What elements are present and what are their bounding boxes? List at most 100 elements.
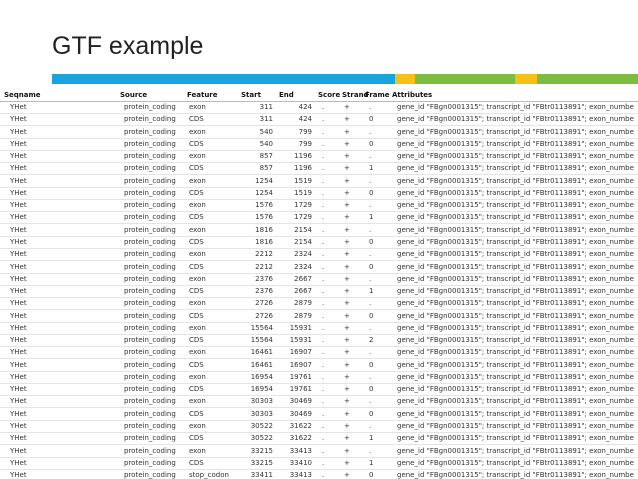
table-row: YHet protein_coding exon 16461 16907. +. gene_… [0,346,638,360]
table-cell: protein_coding [124,262,176,271]
table-cell: YHet [10,115,27,124]
table-cell: 15564 [250,323,273,332]
table-cell: + [344,201,350,210]
table-cell: protein_coding [124,434,176,443]
column-header: Strand [342,91,369,99]
table-cell: + [344,103,350,111]
table-cell: + [344,262,350,271]
table-cell: YHet [10,446,27,455]
table-cell: 15564 [250,336,273,345]
table-cell: + [344,385,350,394]
table-row: YHet protein_coding exon 1254 1519. +. gene_id… [0,175,638,188]
table-cell: CDS [189,188,204,197]
table-cell: CDS [189,287,204,296]
table-cell: 1 [369,287,374,296]
table-cell: 16461 [250,360,273,369]
table-cell: protein_coding [124,176,176,185]
table-cell: 0 [369,237,374,246]
table-cell: 30469 [289,397,312,406]
table-cell: YHet [10,323,27,332]
table-cell: YHet [10,176,27,185]
table-row: YHet protein_coding exon 311 424. +. gene_id "… [0,101,638,114]
accent-bar [515,74,537,84]
table-cell: CDS [189,434,204,443]
table-cell: . [369,152,372,161]
table-cell: . [322,237,325,246]
table-row: YHet protein_coding exon 2212 2324. +. gene_id… [0,248,638,262]
table-cell: + [344,360,350,369]
table-cell: CDS [189,213,204,222]
table-cell: 2 [369,336,374,345]
table-cell: 2154 [294,237,312,246]
table-cell: + [344,458,350,467]
table-cell: 1 [369,434,374,443]
table-cell: gene_id "FBgn0001315"; transcript_id "FB… [397,360,634,369]
table-cell: . [369,250,372,259]
table-cell: 1816 [255,225,273,234]
table-cell: protein_coding [124,311,176,320]
table-cell: protein_coding [124,409,176,418]
table-cell: YHet [10,164,27,173]
table-cell: + [344,422,350,431]
table-cell: YHet [10,201,27,210]
table-cell: + [344,336,350,345]
table-cell: protein_coding [124,372,176,381]
accent-bar [537,74,638,84]
table-cell: YHet [10,103,27,111]
table-cell: 0 [369,262,374,271]
table-cell: CDS [189,237,204,246]
table-cell: . [322,385,325,394]
table-cell: 33410 [289,458,312,467]
table-cell: YHet [10,250,27,259]
table-cell: YHet [10,225,27,234]
table-cell: 0 [369,188,374,197]
table-cell: 30522 [250,422,273,431]
table-cell: 0 [369,360,374,369]
table-row: YHet protein_coding exon 33215 33413. +. gene_… [0,445,638,458]
table-row: YHet protein_coding exon 540 799. +. gene_id "… [0,126,638,139]
table-cell: . [322,274,325,283]
table-cell: exon [189,299,206,308]
table-cell: . [322,311,325,320]
table-cell: . [322,471,325,479]
table-cell: . [322,225,325,234]
table-cell: . [369,372,372,381]
table-cell: . [369,422,372,431]
table-cell: . [322,446,325,455]
table-cell: 2726 [255,311,273,320]
table-cell: 1519 [294,176,312,185]
column-header: Source [120,91,148,99]
table-cell: gene_id "FBgn0001315"; transcript_id "FB… [397,397,634,406]
table-cell: YHet [10,422,27,431]
table-cell: . [322,164,325,173]
table-cell: gene_id "FBgn0001315"; transcript_id "FB… [397,188,634,197]
column-header: Attributes [392,91,433,99]
table-cell: . [322,458,325,467]
table-cell: 16461 [250,348,273,357]
table-cell: + [344,434,350,443]
table-cell: 1 [369,164,374,173]
table-cell: 31622 [289,434,312,443]
table-cell: 16907 [289,360,312,369]
table-cell: . [322,323,325,332]
table-cell: gene_id "FBgn0001315"; transcript_id "FB… [397,372,634,381]
table-cell: gene_id "FBgn0001315"; transcript_id "FB… [397,287,634,296]
table-cell: . [322,250,325,259]
table-cell: protein_coding [124,201,176,210]
table-cell: 540 [259,127,273,136]
table-cell: 33215 [250,446,273,455]
table-cell: 16907 [289,348,312,357]
table-cell: 1254 [255,176,273,185]
table-cell: 1576 [255,201,273,210]
table-cell: + [344,225,350,234]
table-cell: . [322,139,325,148]
table-cell: CDS [189,385,204,394]
table-cell: 1254 [255,188,273,197]
table-cell: protein_coding [124,274,176,283]
table-cell: gene_id "FBgn0001315"; transcript_id "FB… [397,164,634,173]
table-cell: 1 [369,458,374,467]
table-cell: 16954 [250,385,273,394]
table-row: YHet protein_coding CDS 311 424. +0 gene_id "F… [0,113,638,127]
table-cell: 799 [298,127,312,136]
